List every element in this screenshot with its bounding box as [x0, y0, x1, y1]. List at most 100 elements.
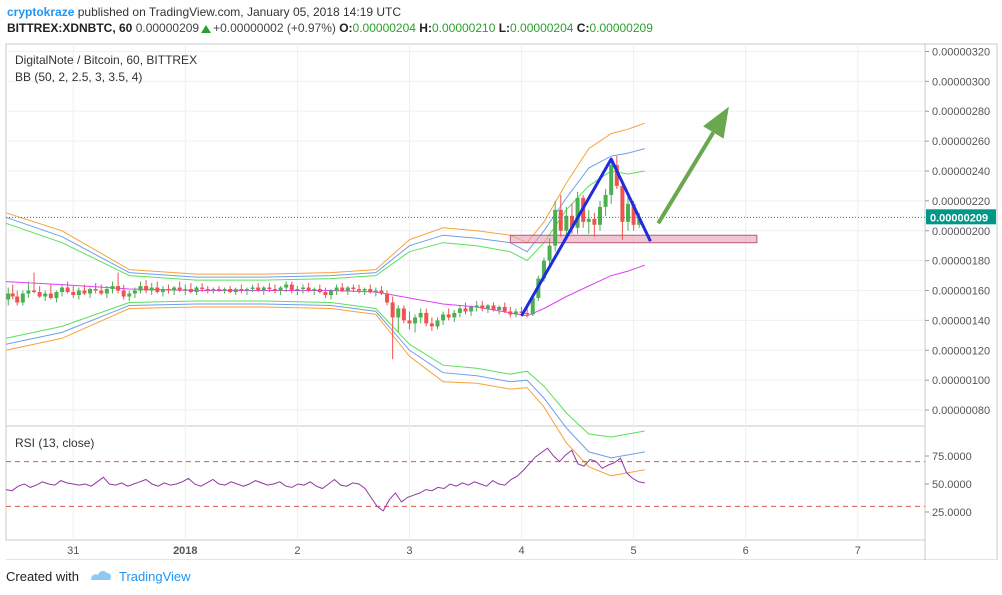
candle-body — [88, 289, 93, 294]
tradingview-logo-icon[interactable] — [89, 568, 113, 585]
candle-body — [564, 215, 569, 231]
close-label: C: — [576, 21, 590, 35]
price-tick-label: 0.00000080 — [932, 405, 990, 417]
candle-body — [239, 289, 244, 291]
candle-body — [469, 306, 474, 312]
candle-body — [194, 287, 199, 293]
support-zone — [509, 234, 758, 244]
candle-body — [334, 287, 339, 291]
candle-body — [508, 311, 513, 315]
candle-body — [379, 290, 384, 294]
open-label: O: — [339, 21, 353, 35]
candle-body — [32, 290, 37, 293]
candle-body — [65, 287, 70, 293]
candle-body — [502, 306, 507, 312]
tradingview-brand-link[interactable]: TradingView — [118, 569, 191, 584]
candle-body — [20, 293, 25, 303]
candle-body — [71, 292, 76, 296]
candle-body — [312, 289, 317, 291]
published-text: published on TradingView.com, January 05… — [77, 5, 402, 19]
candle-body — [457, 308, 462, 313]
candle-body — [413, 317, 418, 324]
candle-body — [216, 289, 221, 291]
candle-body — [183, 289, 188, 291]
price-tick-label: 0.00000120 — [932, 345, 990, 357]
rsi-tick-label: 25.0000 — [932, 507, 972, 519]
price-tick-label: 0.00000160 — [932, 286, 990, 298]
candle-body — [82, 290, 87, 294]
candle-body — [513, 311, 518, 315]
candle-body — [373, 290, 378, 293]
candle-body — [558, 209, 563, 231]
open-value: 0.00000204 — [352, 21, 416, 35]
candle-body — [446, 314, 451, 318]
candle-body — [418, 312, 423, 318]
candle-body — [553, 209, 558, 246]
candle-body — [289, 284, 294, 291]
high-value: 0.00000210 — [431, 21, 496, 35]
candle-body — [104, 289, 109, 294]
time-tick-label: 3 — [406, 545, 412, 557]
candle-body — [357, 289, 362, 291]
time-tick-label: 7 — [855, 545, 861, 557]
candle-body — [155, 287, 160, 293]
candle-body — [519, 311, 524, 313]
candle-body — [26, 290, 31, 294]
candle-body — [592, 218, 597, 225]
time-tick-label: 31 — [67, 545, 79, 557]
candle-body — [541, 260, 546, 279]
candle-body — [149, 287, 154, 291]
candle-body — [99, 290, 104, 294]
candle-body — [323, 292, 328, 296]
price-tick-label: 0.00000260 — [932, 136, 990, 148]
candle-body — [228, 289, 233, 293]
candle-body — [480, 305, 485, 309]
candle-body — [233, 289, 238, 293]
candle-body — [250, 287, 255, 290]
candle-body — [525, 312, 530, 315]
author-link[interactable]: cryptokraze — [7, 5, 75, 19]
candle-body — [261, 287, 266, 291]
candle-body — [329, 290, 334, 296]
candle-body — [385, 293, 390, 303]
candle-body — [317, 289, 322, 293]
candle-body — [401, 308, 406, 321]
candle-body — [166, 289, 171, 291]
candle-body — [362, 289, 367, 291]
rsi-line — [5, 447, 645, 512]
time-tick-label: 2 — [294, 545, 300, 557]
candle-body — [93, 289, 98, 291]
forecast-arrow-head — [703, 106, 729, 139]
candle-body — [144, 286, 149, 291]
candle-body — [396, 308, 401, 318]
price-tick-label: 0.00000320 — [932, 46, 990, 58]
price-tick-label: 0.00000280 — [932, 106, 990, 118]
candle-body — [351, 287, 356, 290]
candle-body — [132, 290, 137, 294]
symbol-label: BITTREX:XDNBTC, 60 — [7, 21, 133, 35]
bb-green-lower — [5, 300, 645, 438]
price-chart[interactable]: 0.00000320 0.00000300 0.00000280 0.00000260… — [0, 0, 1002, 560]
low-label: L: — [498, 21, 511, 35]
publish-line: cryptokraze published on TradingView.com… — [7, 4, 997, 20]
candle-body — [300, 287, 305, 290]
candle-body — [390, 302, 395, 318]
candle-body — [48, 293, 53, 298]
candle-body — [597, 206, 602, 225]
high-label: H: — [419, 21, 432, 35]
rsi-tick-label: 75.0000 — [932, 451, 972, 463]
price-tick-label: 0.00000180 — [932, 256, 990, 268]
bb-blue-lower — [5, 303, 645, 459]
candle-body — [485, 305, 490, 309]
candle-body — [530, 298, 535, 315]
candle-body — [463, 308, 468, 312]
candle-body — [267, 287, 272, 290]
candle-body — [110, 286, 115, 290]
candle-body — [10, 293, 15, 297]
time-tick-label: 2018 — [173, 545, 197, 557]
candle-body — [569, 215, 574, 228]
candle-body — [295, 289, 300, 291]
candle-body — [452, 312, 457, 318]
candle-body — [626, 203, 631, 222]
candle-body — [603, 194, 608, 207]
